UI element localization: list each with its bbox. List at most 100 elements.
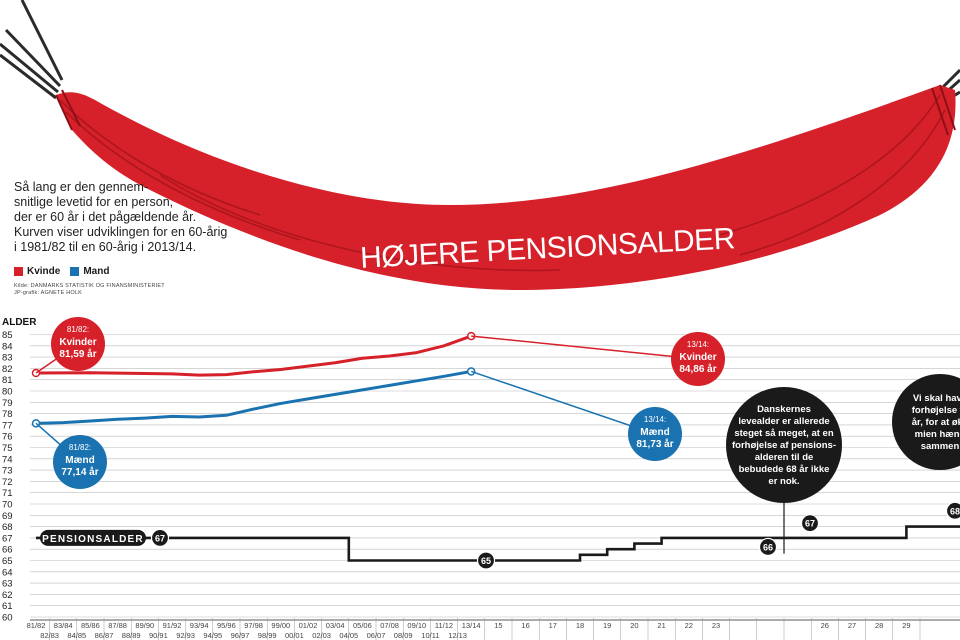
legend-swatch-red [14, 267, 23, 276]
y-tick-label: 79 [2, 398, 13, 409]
x-tick-label-top: 16 [521, 621, 529, 630]
y-tick-label: 69 [2, 511, 13, 522]
pension-age-badge [150, 528, 170, 548]
y-tick-label: 77 [2, 420, 13, 431]
x-tick-label-top: 03/04 [326, 621, 345, 630]
x-tick-label-top: 13/14 [462, 621, 481, 630]
x-tick-label-top: 05/06 [353, 621, 372, 630]
y-tick-label: 74 [2, 454, 13, 465]
y-tick-label: 72 [2, 477, 13, 488]
note-text-line: forhøjelse til [912, 405, 960, 416]
x-tick-label-bottom: 90/91 [149, 631, 168, 640]
x-tick-label-bottom: 06/07 [367, 631, 386, 640]
x-tick-label-top: 07/08 [380, 621, 399, 630]
intro-text: Så lang er den gennem- snitlige levetid … [14, 180, 249, 255]
y-tick-label: 61 [2, 601, 13, 612]
pension-age-badge-label: 65 [481, 556, 491, 566]
credit-line: JP-grafik: AGNETE HOLK [14, 290, 82, 296]
hammock-folds [59, 94, 946, 272]
pension-age-badge [800, 514, 820, 533]
note-text-line: er nok. [768, 476, 799, 487]
annotation-value: 81,73 år [636, 438, 673, 450]
x-tick-label-top: 95/96 [217, 621, 236, 630]
y-tick-label: 81 [2, 375, 13, 386]
x-tick-label-top: 29 [902, 621, 910, 630]
x-tick-label-top: 17 [549, 621, 557, 630]
annotation-bubble [53, 435, 107, 489]
pension-age-badge-label: 67 [805, 519, 815, 529]
legend-item-mand: Mand [70, 266, 109, 277]
x-tick-label-bottom: 08/09 [394, 631, 413, 640]
intro-line: Så lang er den gennem- [14, 180, 149, 194]
y-tick-label: 63 [2, 579, 13, 590]
note-text-line: år, for at øke [912, 417, 960, 428]
plot-area: 6061626364656667686970717273747576777879… [2, 317, 960, 640]
note-text-line: alderen til de [755, 452, 814, 463]
y-tick-label: 71 [2, 488, 13, 499]
y-tick-label: 84 [2, 341, 13, 352]
pension-age-badge [945, 501, 960, 520]
y-tick-label: 60 [2, 613, 13, 624]
x-tick-label-bottom: 12/13 [448, 631, 467, 640]
x-tick-label-top: 89/90 [135, 621, 154, 630]
note-text-line: forhøjelse af pensions- [732, 440, 836, 451]
legend-swatch-blue [70, 267, 80, 276]
x-tick-label-top: 87/88 [108, 621, 127, 630]
x-tick-label-bottom: 86/87 [95, 631, 114, 640]
y-tick-label: 66 [2, 545, 13, 556]
x-tick-label-top: 97/98 [244, 621, 263, 630]
annotation-group: Kvinder [679, 352, 716, 363]
chart-legend: Kvinde Mand [14, 266, 109, 277]
annotation-period: 81/82: [67, 325, 89, 334]
intro-line: snitlige levetid for en person, [14, 195, 174, 209]
pension-age-badge-label: 67 [155, 533, 165, 543]
annotation-period: 81/82: [69, 443, 91, 452]
hammock-fabric [56, 85, 956, 290]
x-tick-label-top: 19 [603, 621, 611, 630]
hammock-stitching [55, 84, 956, 136]
y-tick-label: 64 [2, 567, 13, 578]
x-tick-label-bottom: 00/01 [285, 631, 304, 640]
x-tick-label-top: 20 [630, 621, 638, 630]
y-tick-label: 67 [2, 533, 13, 544]
annotation-period: 13/14: [687, 340, 709, 349]
annotation-period: 13/14: [644, 415, 666, 424]
hammock-ropes-left [0, 0, 64, 100]
intro-line: der er 60 år i det pågældende år. [14, 210, 197, 224]
y-axis-label: ALDER [2, 317, 37, 328]
intro-line: i 1981/82 til en 60-årig i 2013/14. [14, 240, 197, 254]
hammock-illustration: HØJERE PENSIONSALDER [0, 0, 960, 290]
annotation-group: Mænd [640, 427, 669, 438]
annotation-value: 84,86 år [679, 363, 716, 375]
x-tick-label-top: 15 [494, 621, 502, 630]
legend-label: Kvinde [27, 266, 61, 277]
annotation-value: 77,14 år [61, 466, 98, 478]
x-tick-label-bottom: 10/11 [421, 631, 439, 640]
annotation-leader [470, 370, 656, 435]
annotation-group: Mænd [65, 455, 94, 466]
annotation-bubble [51, 317, 105, 371]
y-tick-label: 85 [2, 330, 13, 341]
y-tick-label: 78 [2, 409, 13, 420]
legend-label: Mand [83, 266, 110, 277]
y-tick-label: 80 [2, 387, 13, 398]
pension-age-badge-label: 68 [950, 506, 960, 516]
note-bubble [726, 387, 842, 503]
note-text-line: levealder er allerede [738, 416, 829, 427]
pension-age-badge [758, 537, 778, 557]
x-tick-label-bottom: 02/03 [312, 631, 331, 640]
note-text-line: Vi skal have [913, 393, 960, 404]
annotation-value: 81,59 år [59, 348, 96, 360]
annotation-leader [471, 335, 699, 360]
x-tick-label-top: 26 [821, 621, 829, 630]
note-bubble [892, 374, 960, 470]
x-tick-label-top: 11/12 [435, 621, 453, 630]
pension-label: PENSIONSALDER [42, 534, 144, 545]
x-tick-label-bottom: 94/95 [203, 631, 222, 640]
y-tick-label: 75 [2, 443, 13, 454]
pension-label-pill [40, 529, 146, 546]
y-tick-label: 70 [2, 500, 13, 511]
legend-item-kvinde: Kvinde [14, 266, 60, 277]
source-credit: Kilde: DANMARKS STATISTIK OG FINANSMINIS… [14, 283, 165, 297]
series-line-kvinde [35, 334, 472, 377]
